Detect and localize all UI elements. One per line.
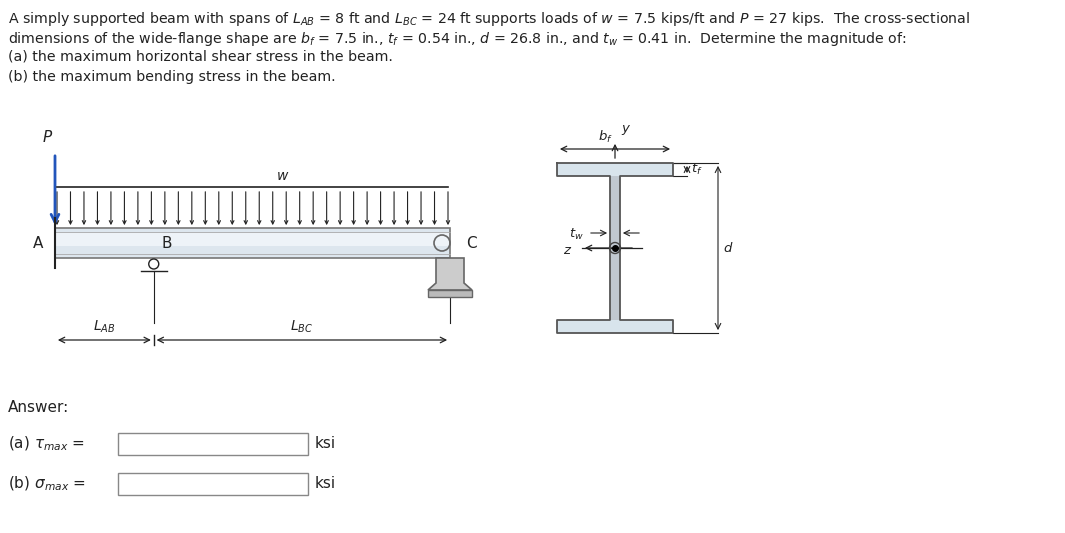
- Text: (a) $\tau_{max}$ =: (a) $\tau_{max}$ =: [9, 435, 85, 453]
- Text: C: C: [466, 236, 477, 251]
- Bar: [55, 228, 450, 258]
- Text: $L_{AB}$: $L_{AB}$: [93, 319, 116, 335]
- Text: (a) the maximum horizontal shear stress in the beam.: (a) the maximum horizontal shear stress …: [9, 50, 393, 64]
- Text: $t_f$: $t_f$: [691, 162, 703, 177]
- Bar: [118, 433, 308, 455]
- Text: (b) $\sigma_{max}$ =: (b) $\sigma_{max}$ =: [9, 475, 86, 493]
- Text: $y$: $y$: [621, 123, 632, 137]
- Text: $z$: $z$: [562, 244, 572, 256]
- Bar: [610, 176, 620, 320]
- Bar: [56, 232, 449, 246]
- Text: A simply supported beam with spans of $L_{AB}$ = 8 ft and $L_{BC}$ = 24 ft suppo: A simply supported beam with spans of $L…: [9, 10, 970, 28]
- Text: A: A: [33, 236, 43, 251]
- Bar: [118, 473, 308, 495]
- Text: dimensions of the wide-flange shape are $b_f$ = 7.5 in., $t_f$ = 0.54 in., $d$ =: dimensions of the wide-flange shape are …: [9, 30, 906, 48]
- Text: $d$: $d$: [723, 241, 734, 255]
- Text: (b) the maximum bending stress in the beam.: (b) the maximum bending stress in the be…: [9, 70, 335, 84]
- Bar: [557, 320, 673, 333]
- Polygon shape: [428, 258, 472, 290]
- Bar: [557, 163, 673, 176]
- Text: $t_w$: $t_w$: [569, 227, 584, 241]
- Text: ksi: ksi: [315, 437, 337, 451]
- Text: w: w: [277, 169, 289, 183]
- Bar: [428, 290, 472, 297]
- Text: P: P: [43, 130, 52, 145]
- Text: $b_f$: $b_f$: [597, 129, 612, 145]
- Text: ksi: ksi: [315, 477, 337, 491]
- Text: B: B: [162, 236, 173, 251]
- Text: Answer:: Answer:: [9, 400, 69, 415]
- Text: $L_{BC}$: $L_{BC}$: [291, 319, 313, 335]
